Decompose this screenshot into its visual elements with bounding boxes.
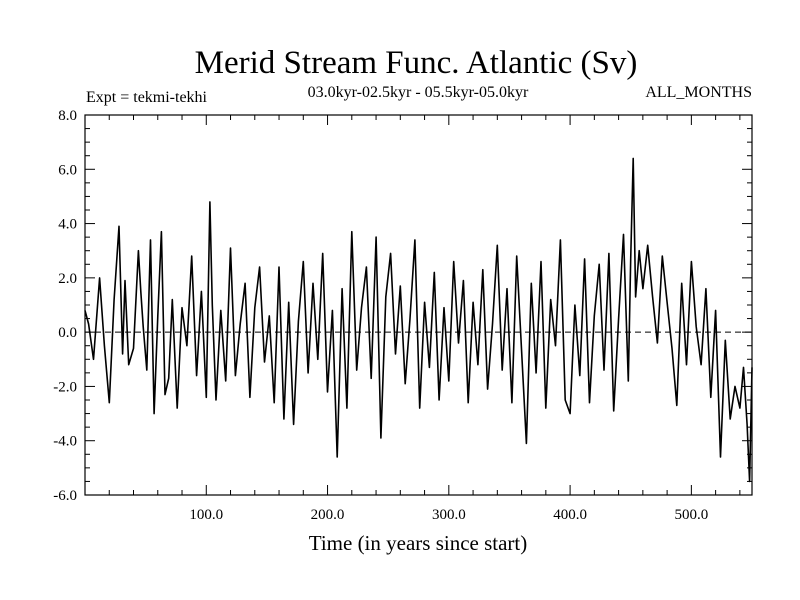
x-tick-label: 100.0 (189, 507, 223, 523)
x-axis-label: Time (in years since start) (309, 531, 528, 555)
y-tick-label: 8.0 (58, 108, 77, 124)
series-line (84, 157, 753, 483)
y-tick-label: 4.0 (58, 217, 77, 233)
plot-area-frame (84, 114, 753, 496)
x-tick-label: 500.0 (674, 507, 708, 523)
y-tick-label: -6.0 (53, 488, 77, 504)
chart-title: Merid Stream Func. Atlantic (Sv) (195, 45, 638, 81)
subtitle-months: ALL_MONTHS (645, 84, 752, 101)
subtitle-experiment: Expt = tekmi-tekhi (86, 89, 208, 106)
x-tick-label: 400.0 (553, 507, 587, 523)
y-tick-label: 0.0 (58, 325, 77, 341)
y-tick-label: -4.0 (53, 434, 77, 450)
y-tick-label: 2.0 (58, 271, 77, 287)
x-tick-label: 300.0 (432, 507, 466, 523)
subtitle-periods: 03.0kyr-02.5kyr - 05.5kyr-05.0kyr (308, 84, 529, 101)
axis-ticks: 8.0 6.0 4.0 2.0 0.0 -2.0 -4.0 -6.0 100.0 200.0 300… (53, 108, 752, 523)
y-tick-label: 6.0 (58, 162, 77, 178)
x-tick-label: 200.0 (311, 507, 345, 523)
y-tick-label: -2.0 (53, 379, 77, 395)
